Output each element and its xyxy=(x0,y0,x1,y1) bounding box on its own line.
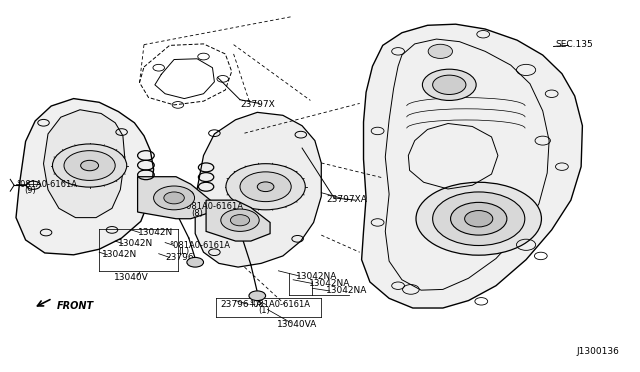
Circle shape xyxy=(433,192,525,246)
Circle shape xyxy=(249,291,266,301)
Circle shape xyxy=(230,215,250,226)
Text: 23796+A: 23796+A xyxy=(221,300,263,309)
Polygon shape xyxy=(44,110,125,218)
Text: (1): (1) xyxy=(258,306,269,315)
Text: 13040V: 13040V xyxy=(114,273,148,282)
Polygon shape xyxy=(195,112,321,267)
Circle shape xyxy=(187,257,204,267)
Circle shape xyxy=(81,160,99,171)
Text: °081A0-6161A: °081A0-6161A xyxy=(182,202,243,211)
Text: 13042NA: 13042NA xyxy=(308,279,350,288)
Text: °081A0-6161A: °081A0-6161A xyxy=(170,241,230,250)
Text: J1300136: J1300136 xyxy=(576,347,619,356)
Circle shape xyxy=(428,44,452,58)
Text: °081A0-6161A: °081A0-6161A xyxy=(16,180,77,189)
Text: 23796: 23796 xyxy=(165,253,194,262)
Text: 13042NA: 13042NA xyxy=(296,272,337,280)
Polygon shape xyxy=(16,99,154,255)
Circle shape xyxy=(422,69,476,100)
Text: 23797X: 23797X xyxy=(240,100,275,109)
Circle shape xyxy=(240,172,291,202)
Circle shape xyxy=(433,75,466,94)
Circle shape xyxy=(164,192,184,204)
Circle shape xyxy=(465,211,493,227)
Circle shape xyxy=(451,202,507,235)
Polygon shape xyxy=(362,24,582,308)
Text: 23797XA: 23797XA xyxy=(326,195,367,203)
Circle shape xyxy=(154,186,195,210)
Text: 13040VA: 13040VA xyxy=(276,320,317,329)
Polygon shape xyxy=(138,177,211,219)
Circle shape xyxy=(52,144,127,187)
Text: (8): (8) xyxy=(191,209,204,218)
Text: 13042NA: 13042NA xyxy=(326,286,368,295)
Circle shape xyxy=(226,164,305,210)
Circle shape xyxy=(416,182,541,255)
Text: SEC.135: SEC.135 xyxy=(556,40,593,49)
Circle shape xyxy=(257,182,274,192)
Polygon shape xyxy=(206,200,270,241)
Text: 13042N: 13042N xyxy=(118,239,154,248)
Text: 13042N: 13042N xyxy=(138,228,173,237)
Text: 13042N: 13042N xyxy=(102,250,138,259)
Text: FRONT: FRONT xyxy=(56,301,93,311)
Text: (9): (9) xyxy=(24,186,36,195)
Text: (L): (L) xyxy=(178,247,189,256)
Text: °081A0-6161A: °081A0-6161A xyxy=(250,300,310,309)
Circle shape xyxy=(64,151,115,180)
Circle shape xyxy=(221,209,259,231)
